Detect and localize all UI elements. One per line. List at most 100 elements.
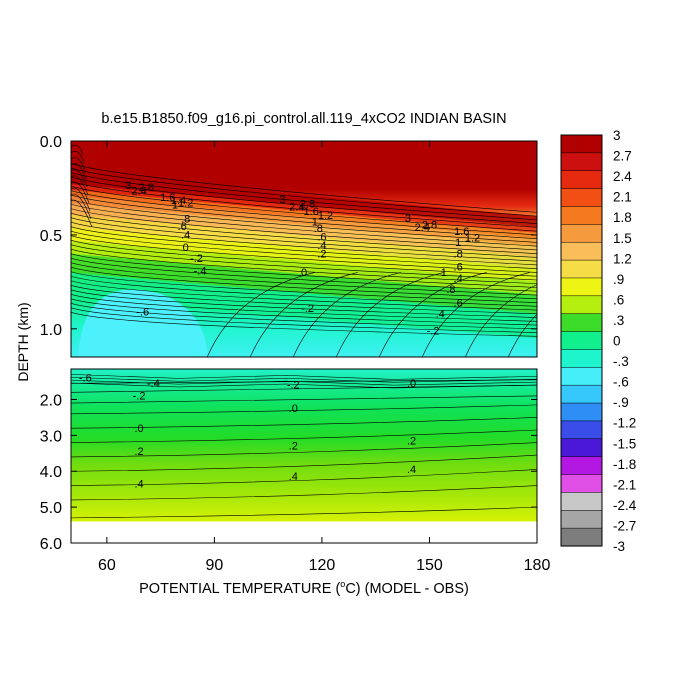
colorbar-swatch: [560, 295, 603, 315]
colorbar-swatch: [560, 349, 603, 368]
contour-label: 3: [125, 180, 131, 192]
contour-label: 1.2: [318, 210, 333, 222]
contour-line: [71, 167, 537, 217]
contour-line: [71, 298, 537, 326]
y-tick-label: 6.0: [40, 536, 62, 553]
contour-line: [71, 293, 537, 322]
contour-label: 2.4: [289, 201, 304, 213]
upper-contour-labels: 3 2.82.41.61.41.21.8.6.40-.2-.4-.63 2.82.4…: [125, 180, 480, 338]
colorbar-swatch: [560, 277, 603, 297]
y-tick-label: 4.0: [40, 464, 62, 481]
contour-line: [71, 175, 89, 196]
contour-line: [71, 190, 537, 236]
contour-label: .4: [135, 478, 144, 490]
colorbar-label: -.3: [613, 354, 629, 369]
contour-label: .6: [317, 232, 326, 244]
contour-label: -.6: [136, 307, 149, 319]
colorbar-label: -3: [613, 539, 625, 554]
contour-line: [71, 454, 537, 472]
contour-label: -.6: [79, 373, 92, 385]
y-tick-label: 5.0: [40, 500, 62, 517]
contour-line: [71, 302, 537, 330]
contour-label: 3: [405, 213, 411, 225]
contour-line: [71, 244, 537, 281]
contour-line: [71, 376, 537, 383]
contour-label: 0: [183, 242, 189, 254]
contour-line: [71, 485, 537, 501]
colorbar-swatch: [560, 134, 603, 154]
contour-line: [71, 284, 537, 315]
contour-label: .4: [289, 471, 298, 483]
contour-line: [71, 248, 537, 285]
contour-label: .8: [454, 248, 463, 260]
contour-line: [71, 176, 537, 224]
contour-line: [71, 404, 537, 415]
contour-label: -.4: [194, 265, 207, 277]
contour-line: [71, 469, 537, 486]
contour-label: -.2: [427, 325, 440, 337]
colorbar-label: -1.5: [613, 436, 636, 451]
contour-label: .8: [446, 284, 455, 296]
contour-label: .4: [317, 240, 326, 252]
contour-line: [71, 169, 88, 188]
colorbar-label: 1.2: [613, 251, 632, 266]
contour-label: 2.4: [415, 222, 430, 234]
colorbar-label: 2.1: [613, 190, 632, 205]
upper-panel: 3 2.82.41.61.41.21.8.6.40-.2-.4-.63 2.82.4…: [71, 141, 537, 357]
x-tick-label: 120: [309, 557, 336, 574]
contour-line: [71, 187, 91, 212]
colorbar-swatch: [560, 384, 603, 404]
contour-line: [292, 272, 401, 357]
contour-line: [71, 203, 537, 247]
contour-label: .4: [181, 230, 190, 242]
contour-label: 2.8: [422, 219, 437, 231]
x-tick-label: 150: [416, 557, 443, 574]
colorbar-swatch: [560, 510, 603, 529]
colorbar-swatch: [560, 170, 603, 190]
contour-line: [71, 271, 537, 303]
colorbar-label: 0: [613, 334, 621, 349]
contour-line: [71, 429, 537, 443]
contour-label: 2.4: [131, 186, 146, 198]
lower-contour-labels: -.6 -.4 -.2-.2.0.0.0.2.2.2.4.4.4: [79, 373, 416, 491]
contour-label: 1: [455, 237, 461, 249]
upper-band: [71, 195, 537, 247]
contour-line: [71, 374, 537, 380]
colorbar-label: -.9: [613, 395, 629, 410]
contour-label: .2: [135, 446, 144, 458]
colorbar-label: -2.7: [613, 518, 636, 533]
contour-label: .6: [454, 262, 463, 274]
colorbar-swatch: [560, 152, 603, 172]
contour-label: 2.8: [139, 182, 154, 194]
x-tick-label: 90: [205, 557, 223, 574]
contour-label: .8: [181, 214, 190, 226]
contour-label: 1.6: [160, 192, 175, 204]
upper-band: [71, 189, 537, 239]
x-axis-label-start: POTENTIAL TEMPERATURE (: [139, 581, 340, 597]
contour-line: [71, 172, 537, 221]
x-tick-label: 60: [98, 557, 116, 574]
contour-line: [71, 193, 92, 220]
contour-line: [71, 217, 537, 258]
contour-line: [206, 272, 315, 357]
contour-line: [71, 235, 537, 273]
cold-dome: [78, 289, 208, 357]
contour-line: [335, 272, 444, 357]
contour-line: [71, 151, 85, 164]
colorbar-label: -1.8: [613, 457, 636, 472]
contour-line: [71, 275, 537, 307]
contour-line: [71, 506, 537, 519]
contour-line: [71, 382, 537, 389]
colorbar-swatch: [560, 474, 603, 493]
colorbar-label: -.6: [613, 375, 629, 390]
y-tick-label: 2.0: [40, 392, 62, 409]
contour-label: .6: [178, 221, 187, 233]
chart-title: b.e15.B1850.f09_g16.pi_control.all.119_4…: [101, 111, 506, 127]
colorbar-swatch: [560, 331, 603, 350]
colorbar-swatch: [560, 259, 603, 279]
upper-contour-lines: [71, 144, 537, 357]
contour-line: [71, 199, 93, 228]
colorbar-label: -1.2: [613, 416, 636, 431]
y-axis-label: DEPTH (km): [15, 302, 31, 381]
contour-label: -.4: [147, 378, 160, 390]
